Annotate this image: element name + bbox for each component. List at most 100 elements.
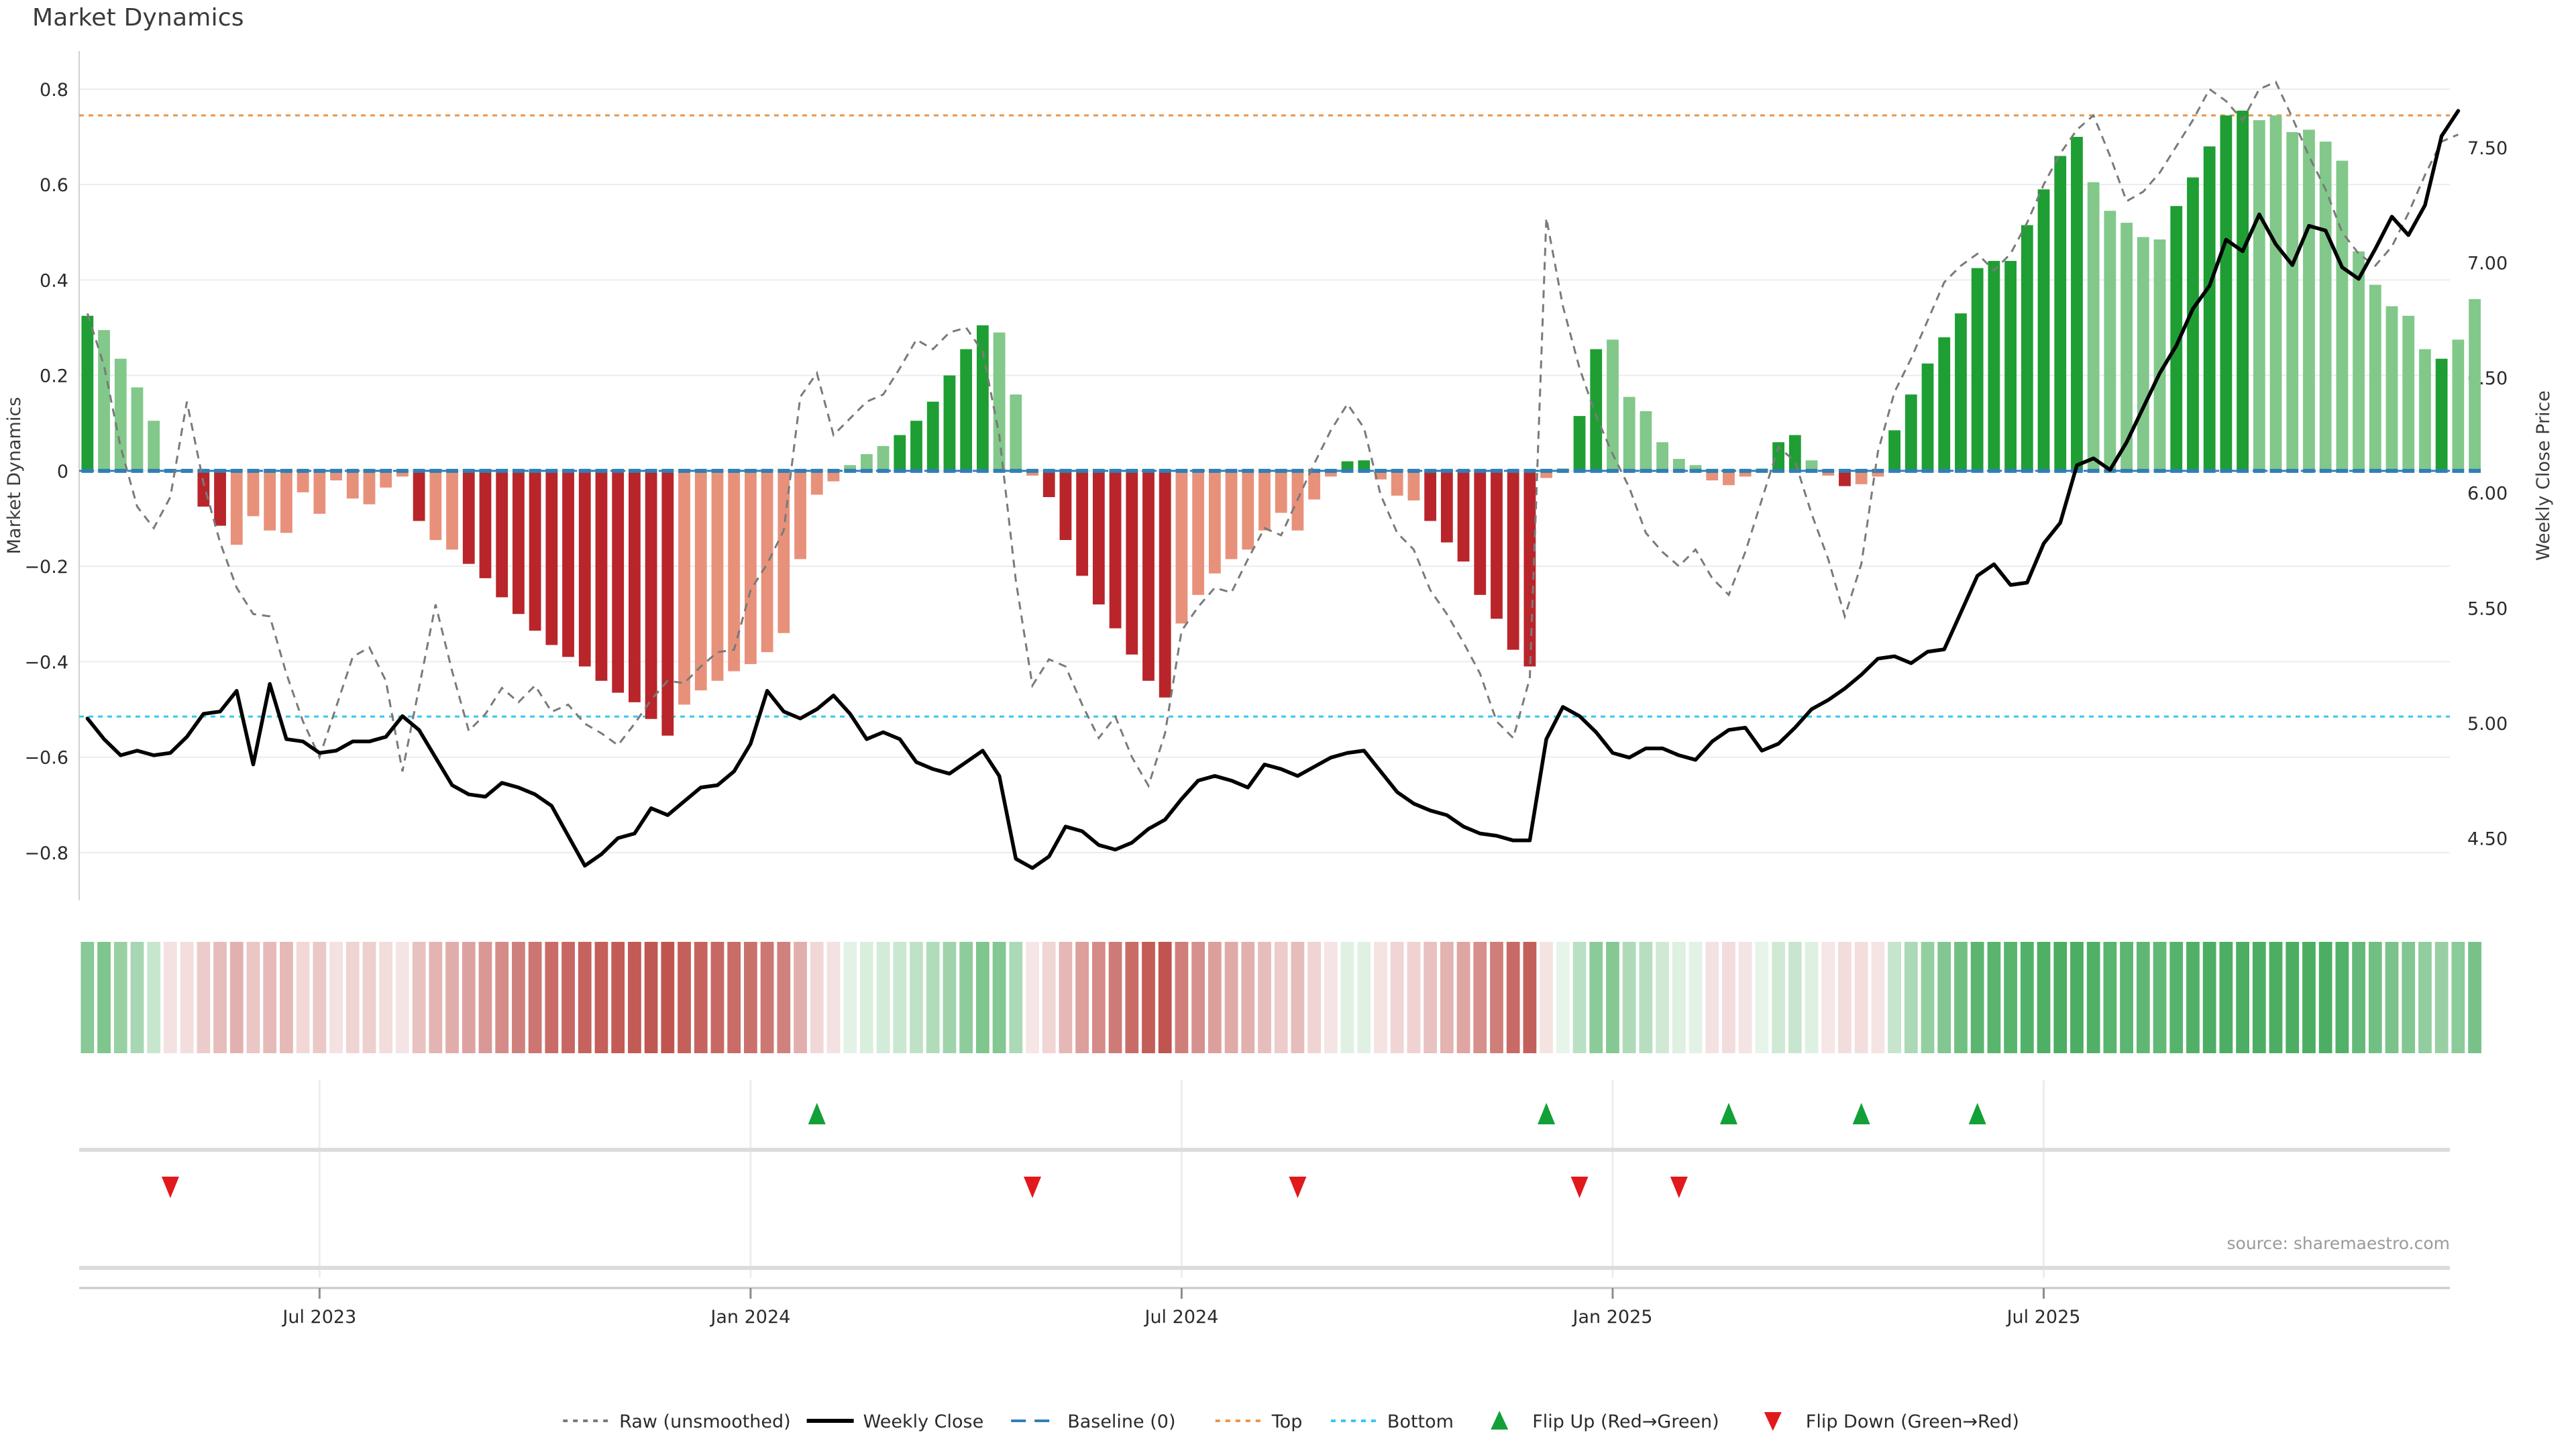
baseline-tick <box>1308 468 1321 473</box>
baseline-tick <box>1921 468 1934 473</box>
market-dynamics-bar <box>2203 146 2216 471</box>
baseline-tick <box>264 468 276 473</box>
market-dynamics-bar <box>1573 416 1586 471</box>
heatmap-cell <box>379 942 393 1053</box>
baseline-tick <box>2319 468 2332 473</box>
baseline-tick <box>2121 468 2133 473</box>
page-title: Market Dynamics <box>32 4 244 32</box>
heatmap-cell <box>678 942 691 1053</box>
heatmap-cell <box>2136 942 2150 1053</box>
market-dynamics-bar <box>993 332 1006 471</box>
market-dynamics-bar <box>1375 470 1387 480</box>
x-axis-tick-label: Jan 2025 <box>1572 1307 1653 1328</box>
flip-down-marker[interactable] <box>1570 1177 1589 1198</box>
baseline-tick <box>943 468 956 473</box>
heatmap-cell <box>1191 942 1205 1053</box>
baseline-tick <box>1358 468 1371 473</box>
baseline-tick <box>363 468 376 473</box>
heatmap-cell <box>229 942 244 1053</box>
market-dynamics-bar <box>148 421 160 471</box>
heatmap-cell <box>810 942 824 1053</box>
flip-down-marker[interactable] <box>1289 1177 1307 1198</box>
market-dynamics-bar <box>2253 120 2265 471</box>
baseline-tick <box>1407 468 1420 473</box>
baseline-tick <box>1275 468 1287 473</box>
legend-label: Bottom <box>1387 1411 1454 1432</box>
market-dynamics-bar <box>1855 470 1868 484</box>
y-axis-right-tick-label: 7.00 <box>2467 254 2508 274</box>
market-dynamics-bar <box>2004 260 2017 471</box>
market-dynamics-bar <box>1904 394 1917 471</box>
baseline-tick <box>1391 468 1403 473</box>
heatmap-cell <box>1656 942 1670 1053</box>
heatmap-cell <box>1821 942 1835 1053</box>
baseline-tick <box>446 468 458 473</box>
market-dynamics-bar <box>1159 470 1171 698</box>
baseline-tick <box>297 468 309 473</box>
market-dynamics-bar <box>1921 363 1934 471</box>
baseline-tick <box>761 468 773 473</box>
baseline-tick <box>860 468 873 473</box>
heatmap-cell <box>710 942 724 1053</box>
baseline-tick <box>2137 468 2149 473</box>
baseline-tick <box>1904 468 1917 473</box>
baseline-tick <box>2253 468 2265 473</box>
market-dynamics-bar <box>1126 470 1138 655</box>
market-dynamics-bar <box>513 470 525 614</box>
flip-down-marker[interactable] <box>1670 1177 1688 1198</box>
baseline-tick <box>2237 468 2249 473</box>
baseline-tick <box>1855 468 1868 473</box>
baseline-tick <box>1242 468 1254 473</box>
market-dynamics-bar <box>1788 435 1801 471</box>
baseline-tick <box>180 468 193 473</box>
baseline-tick <box>197 468 210 473</box>
market-dynamics-bar <box>1656 442 1669 471</box>
baseline-tick <box>1689 468 1702 473</box>
baseline-tick <box>661 468 674 473</box>
market-dynamics-bar <box>1225 470 1238 559</box>
market-dynamics-bar <box>2319 142 2332 471</box>
heatmap-cell <box>545 942 559 1053</box>
market-dynamics-bar <box>1523 470 1536 667</box>
heatmap-cell <box>495 942 509 1053</box>
baseline-tick <box>2087 468 2100 473</box>
baseline-tick <box>993 468 1006 473</box>
heatmap-cell <box>594 942 608 1053</box>
heatmap-cell <box>462 942 476 1053</box>
flip-up-marker[interactable] <box>808 1103 826 1124</box>
baseline-tick <box>1706 468 1719 473</box>
market-dynamics-bar <box>661 470 674 736</box>
baseline-tick <box>1225 468 1238 473</box>
heatmap-cell <box>1904 942 1918 1053</box>
flip-up-marker[interactable] <box>1852 1103 1870 1124</box>
flip-up-marker[interactable] <box>1719 1103 1737 1124</box>
market-dynamics-bar <box>2121 223 2133 471</box>
baseline-tick <box>976 468 989 473</box>
baseline-tick <box>794 468 806 473</box>
heatmap-cell <box>1009 942 1023 1053</box>
flip-up-marker[interactable] <box>1968 1103 1986 1124</box>
market-dynamics-bar <box>910 421 922 471</box>
flip-up-marker[interactable] <box>1538 1103 1556 1124</box>
market-dynamics-bar <box>2037 189 2050 471</box>
heatmap-cell <box>2086 942 2100 1053</box>
heatmap-cell <box>975 942 989 1053</box>
heatmap-cell <box>213 942 227 1053</box>
heatmap-cell <box>943 942 957 1053</box>
heatmap-cell <box>164 942 177 1053</box>
market-dynamics-bar <box>2369 284 2381 471</box>
flip-down-marker[interactable] <box>1024 1177 1042 1198</box>
heatmap-cell <box>1158 942 1172 1053</box>
weekly-close-line <box>85 109 2461 870</box>
market-dynamics-bar <box>562 470 574 657</box>
heatmap-cell <box>2169 942 2184 1053</box>
flip-down-marker[interactable] <box>161 1177 179 1198</box>
market-dynamics-bar <box>1590 349 1603 471</box>
market-dynamics-bar <box>777 470 790 633</box>
market-dynamics-bar <box>1109 470 1122 629</box>
heatmap-cell <box>2302 942 2316 1053</box>
heatmap-cell <box>777 942 791 1053</box>
market-dynamics-bar <box>2385 306 2398 471</box>
market-dynamics-bar <box>2286 131 2299 471</box>
market-dynamics-bar <box>346 470 359 499</box>
